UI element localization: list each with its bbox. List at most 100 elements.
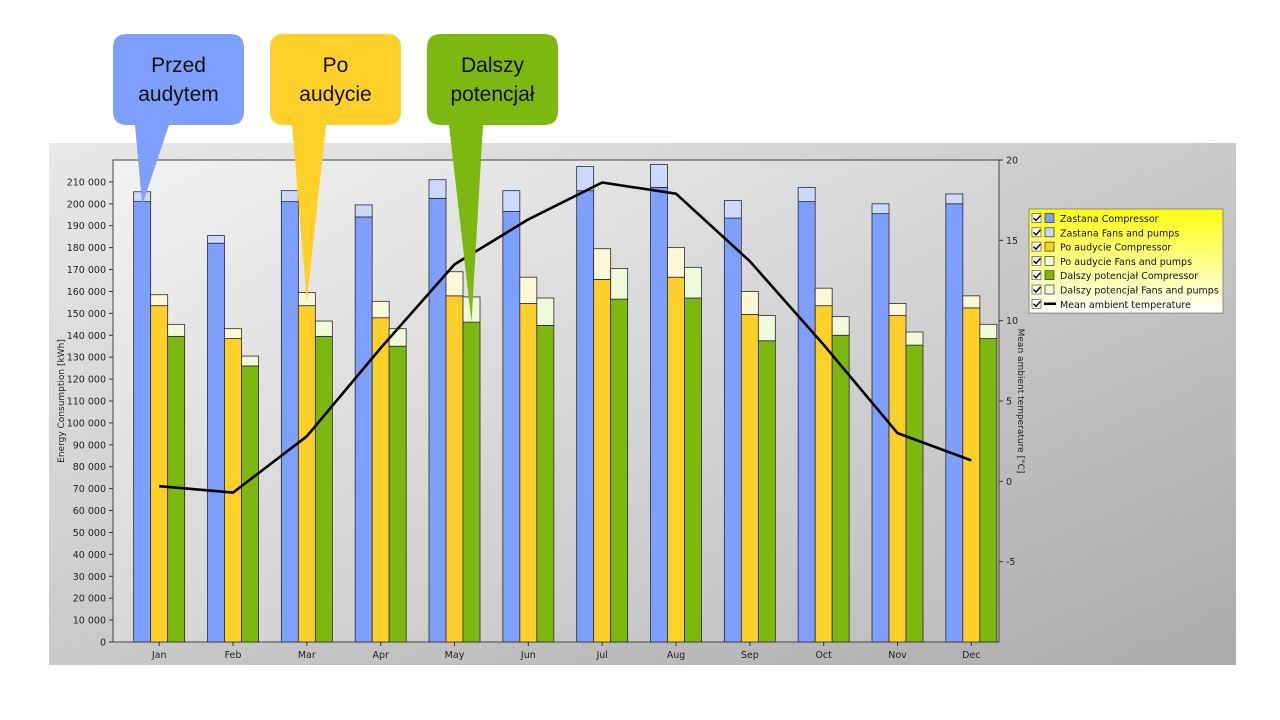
bar-0-fans-10 xyxy=(871,203,890,215)
bar-0-compressor-7 xyxy=(650,186,668,643)
bar-0-compressor-1 xyxy=(207,242,225,643)
bar-1-compressor-9 xyxy=(814,305,833,643)
legend-check-icon-2 xyxy=(1033,243,1042,251)
bar-0-compressor-11 xyxy=(945,203,964,643)
callout-text-0-0: Przed xyxy=(151,54,206,77)
y-tick-label-17: 170 000 xyxy=(67,265,106,276)
bar-1-fans-3 xyxy=(371,300,390,319)
y-tick-label-18: 180 000 xyxy=(67,243,106,254)
bar-2-fans-10 xyxy=(905,331,924,346)
bar-1-compressor-8 xyxy=(740,314,759,643)
bar-0-fans-9 xyxy=(797,186,816,203)
bar-2-fans-7 xyxy=(684,266,702,299)
y2-tick-label-3: 10 xyxy=(1006,316,1018,327)
bar-1-fans-1 xyxy=(224,328,242,339)
y-tick-label-16: 160 000 xyxy=(67,287,106,298)
y-tick-label-0: 0 xyxy=(100,638,106,649)
legend-swatch-3 xyxy=(1044,256,1055,266)
x-tick-label-1: Feb xyxy=(225,650,242,661)
y-tick-label-13: 130 000 xyxy=(67,353,106,364)
bar-1-fans-7 xyxy=(667,247,685,278)
callout-text-2-1: potencjał xyxy=(450,83,534,106)
bar-0-fans-1 xyxy=(207,235,225,244)
legend-label-4: Dalszy potencjał Compressor xyxy=(1060,271,1198,282)
legend-checkbox-5 xyxy=(1031,284,1042,295)
bar-1-compressor-3 xyxy=(371,317,390,643)
bar-1-fans-8 xyxy=(740,291,759,315)
legend-label-2: Po audycie Compressor xyxy=(1060,243,1171,254)
bar-1-fans-6 xyxy=(593,248,612,280)
bar-1-compressor-11 xyxy=(962,307,981,643)
bar-2-compressor-11 xyxy=(979,338,998,643)
callout-shape-2 xyxy=(427,34,558,322)
bar-2-fans-5 xyxy=(536,297,555,326)
legend-checkbox-4 xyxy=(1031,270,1042,281)
legend-check-icon-0 xyxy=(1033,215,1042,222)
bar-2-fans-9 xyxy=(831,316,850,336)
legend-swatch-4 xyxy=(1044,270,1055,281)
plot-area xyxy=(112,159,1000,643)
x-tick-label-5: Jun xyxy=(520,650,536,661)
x-axis: Jan Feb Mar Apr May Jun Jul Aug Sep Oct Nov Dec xyxy=(151,642,981,661)
bar-2-fans-6 xyxy=(610,268,629,300)
bars-layer xyxy=(133,163,998,643)
y-tick-label-1: 10 000 xyxy=(73,616,106,627)
legend-swatch-2 xyxy=(1044,241,1055,252)
legend-label-1: Zastana Fans and pumps xyxy=(1060,228,1179,239)
y-tick-label-11: 110 000 xyxy=(67,397,106,408)
bar-1-compressor-2 xyxy=(297,305,316,643)
legend-check-icon-4 xyxy=(1033,272,1042,279)
y-tick-label-21: 210 000 xyxy=(67,177,106,188)
bar-0-compressor-3 xyxy=(354,216,373,643)
bar-1-compressor-4 xyxy=(445,295,464,643)
y-tick-label-6: 60 000 xyxy=(73,506,106,517)
bar-0-fans-2 xyxy=(280,190,299,203)
bar-1-compressor-0 xyxy=(150,305,169,643)
legend-checkbox-1 xyxy=(1031,227,1042,238)
y-axis-right: -5 0 5 10 15 20 xyxy=(999,156,1018,568)
bar-1-compressor-10 xyxy=(888,315,907,643)
y-tick-label-12: 120 000 xyxy=(67,375,106,386)
y-tick-label-8: 80 000 xyxy=(73,462,106,473)
legend-check-icon-1 xyxy=(1033,229,1042,236)
x-tick-label-4: May xyxy=(445,650,465,661)
callout-shape-0 xyxy=(113,34,244,205)
y-axis-title: Energy Consumption [kWh] xyxy=(57,339,67,463)
y-tick-label-9: 90 000 xyxy=(73,440,106,451)
bar-2-compressor-10 xyxy=(905,344,924,643)
y-tick-label-2: 20 000 xyxy=(73,594,106,605)
temperature-line xyxy=(159,181,972,494)
bar-0-compressor-6 xyxy=(576,190,595,643)
x-tick-label-7: Aug xyxy=(667,650,686,661)
legend-swatch-0 xyxy=(1044,213,1055,223)
x-tick-label-3: Apr xyxy=(372,650,389,661)
bar-1-fans-4 xyxy=(445,271,464,297)
x-tick-label-11: Dec xyxy=(962,650,980,661)
legend: Zastana Compressor Zastana Fans and pumps… xyxy=(1028,208,1224,314)
bar-0-compressor-0 xyxy=(133,201,152,643)
legend-check-icon-6 xyxy=(1033,300,1042,308)
bar-0-compressor-9 xyxy=(797,201,816,643)
bar-0-compressor-2 xyxy=(280,201,299,643)
bar-1-compressor-5 xyxy=(519,303,538,643)
y-tick-label-10: 100 000 xyxy=(67,418,106,429)
bar-0-fans-8 xyxy=(723,200,742,219)
temperature-line-layer xyxy=(159,181,972,494)
y-tick-label-19: 190 000 xyxy=(67,221,106,232)
callout-text-1-0: Po xyxy=(323,54,349,77)
bar-2-fans-8 xyxy=(757,315,776,342)
bar-0-fans-5 xyxy=(502,190,521,212)
bar-0-fans-11 xyxy=(945,193,964,205)
y2-tick-label-2: 5 xyxy=(1006,397,1012,408)
bar-0-compressor-4 xyxy=(428,197,447,643)
bar-2-fans-11 xyxy=(979,323,998,339)
bar-2-fans-2 xyxy=(314,320,333,337)
legend-swatch-1 xyxy=(1044,227,1055,238)
legend-checkbox-0 xyxy=(1031,213,1042,223)
x-tick-label-6: Jul xyxy=(595,650,607,661)
y2-axis-title: Mean ambient temperature [°C] xyxy=(1015,329,1025,474)
callout-text-1-1: audycie xyxy=(299,83,371,106)
legend-check-icon-5 xyxy=(1033,286,1042,294)
bar-0-compressor-10 xyxy=(871,213,890,643)
bar-2-compressor-2 xyxy=(314,335,333,643)
